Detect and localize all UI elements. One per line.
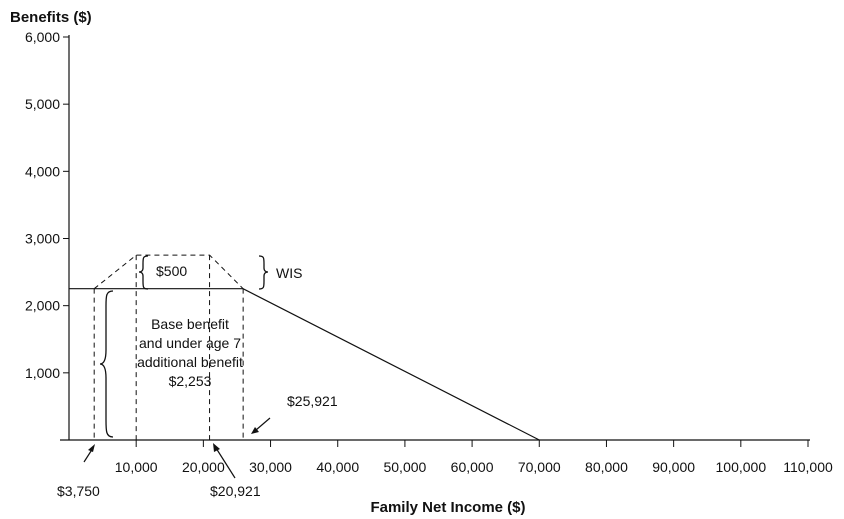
y-ticks: 1,000 2,000 3,000 4,000 5,000 6,000 <box>25 29 69 381</box>
x-tick-label: 50,000 <box>383 459 426 475</box>
y-tick-label: 2,000 <box>25 298 60 314</box>
x-tick-label: 20,000 <box>182 459 225 475</box>
guide-lines <box>93 255 244 440</box>
y-axis-title: Benefits ($) <box>10 9 92 26</box>
bonus-label: $500 <box>156 263 187 279</box>
wis-label: WIS <box>276 265 302 281</box>
wis-brace <box>258 255 269 290</box>
base-benefit-label-3: additional benefit <box>137 354 243 370</box>
base-benefit-label-4: $2,253 <box>169 373 212 389</box>
marker-20921-label: $20,921 <box>210 483 261 499</box>
y-tick-label: 3,000 <box>25 231 60 247</box>
marker-25921-label: $25,921 <box>287 393 338 409</box>
arrowhead-3750 <box>88 444 95 452</box>
arrowhead-20921 <box>213 443 220 452</box>
base-benefit-label-1: Base benefit <box>151 316 229 332</box>
y-tick-label: 1,000 <box>25 365 60 381</box>
x-tick-label: 10,000 <box>115 459 158 475</box>
x-tick-label: 100,000 <box>716 459 767 475</box>
arrow-20921 <box>215 447 236 479</box>
y-tick-label: 5,000 <box>25 96 60 112</box>
x-tick-label: 30,000 <box>249 459 292 475</box>
x-tick-label: 110,000 <box>783 459 833 475</box>
arrow-25921 <box>255 417 271 431</box>
x-tick-label: 90,000 <box>652 459 695 475</box>
base-benefit-brace <box>99 290 114 438</box>
bonus-brace <box>138 255 149 290</box>
x-tick-label: 60,000 <box>451 459 494 475</box>
base-benefit-label-2: and under age 7 <box>139 335 241 351</box>
x-ticks: 10,000 20,000 30,000 40,000 50,000 60,000 70,0… <box>115 440 833 475</box>
x-tick-label: 40,000 <box>316 459 359 475</box>
x-axis-title: Family Net Income ($) <box>370 499 525 516</box>
wis-dashed-line <box>93 254 244 290</box>
x-tick-label: 70,000 <box>518 459 561 475</box>
y-tick-label: 4,000 <box>25 163 60 179</box>
x-tick-label: 80,000 <box>585 459 628 475</box>
marker-3750-label: $3,750 <box>57 483 100 499</box>
arrowhead-25921 <box>251 427 259 434</box>
y-tick-label: 6,000 <box>25 29 60 45</box>
